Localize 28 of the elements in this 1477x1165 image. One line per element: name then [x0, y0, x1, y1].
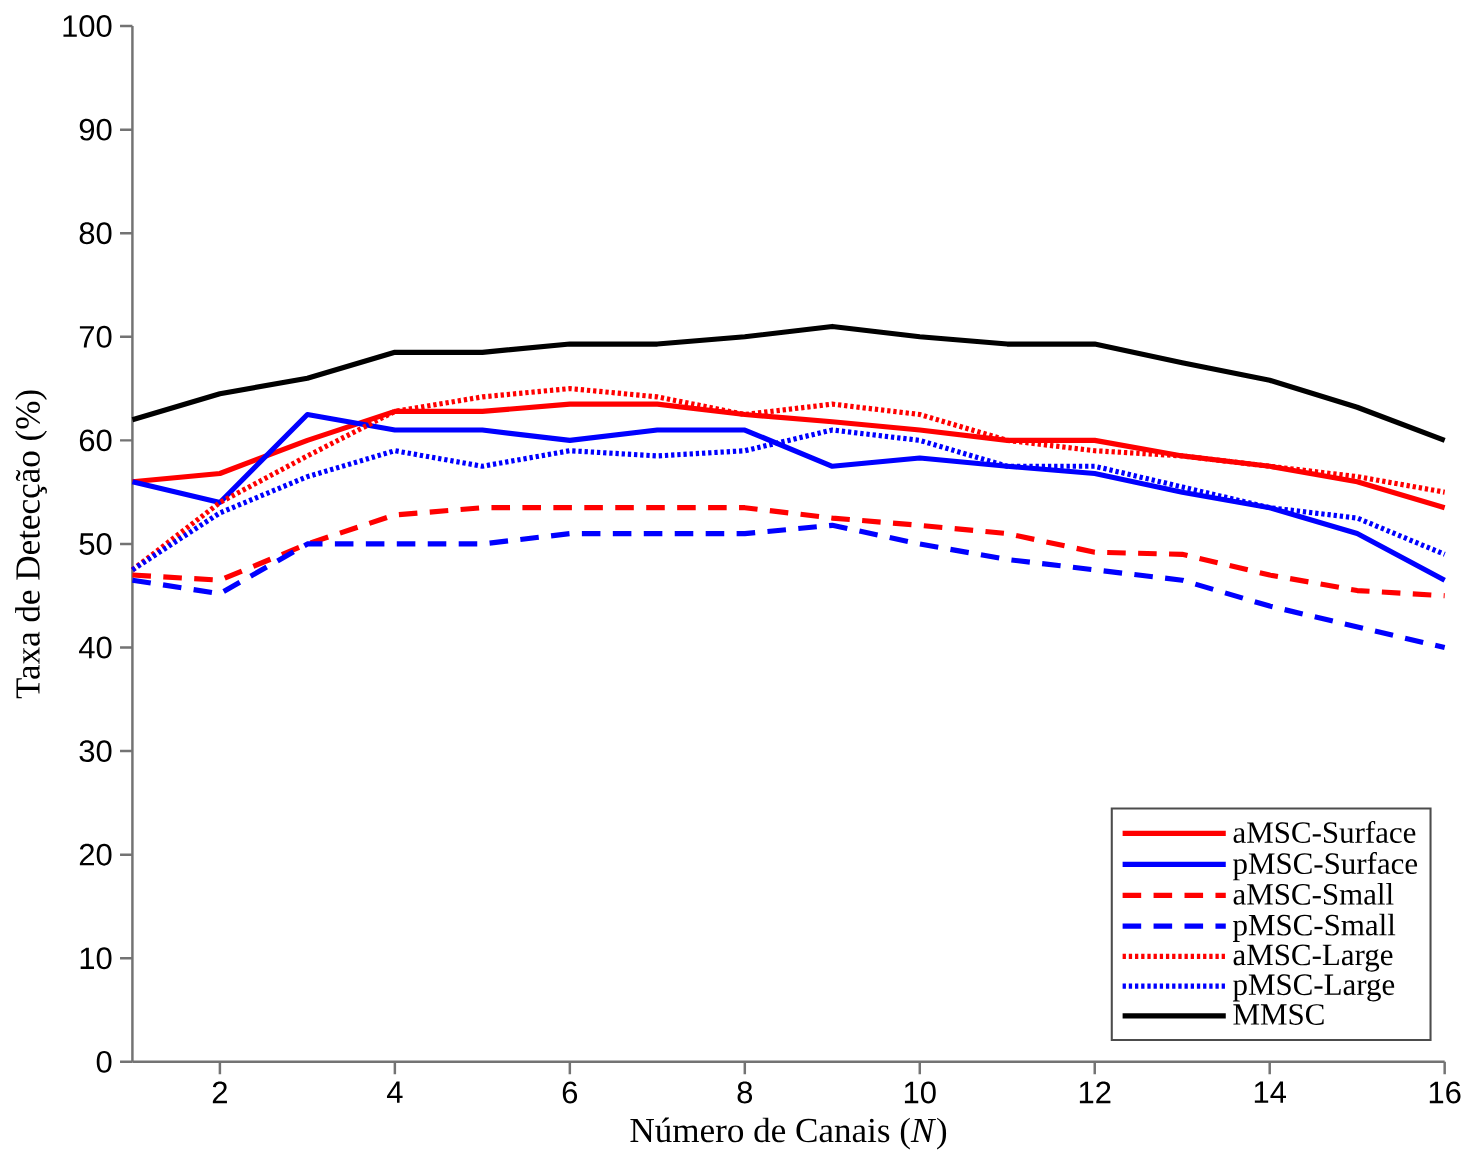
y-tick-label: 20 [79, 843, 112, 866]
x-tick-label: 4 [386, 1081, 403, 1104]
y-tick-label: 80 [79, 222, 112, 245]
legend-label: pMSC-Surface [1232, 852, 1418, 881]
x-tick-label: 2 [212, 1081, 227, 1104]
x-axis-title: Número de Canais (N) [630, 1117, 947, 1150]
x-tick-label: 16 [1429, 1081, 1461, 1104]
legend-label: pMSC-Small [1232, 914, 1396, 943]
x-tick-label: 8 [737, 1081, 753, 1104]
y-tick-label: 10 [80, 947, 112, 970]
y-tick-label: 70 [79, 326, 112, 348]
x-tick-label: 14 [1254, 1081, 1287, 1104]
x-tick-label: 10 [904, 1081, 936, 1104]
y-tick-label: 0 [96, 1051, 112, 1073]
x-tick-label: 12 [1079, 1081, 1111, 1104]
legend-label: aMSC-Small [1233, 883, 1394, 906]
legend-label: aMSC-Surface [1233, 821, 1416, 844]
y-tick-label: 100 [63, 15, 112, 38]
y-tick-label: 30 [79, 740, 112, 763]
x-tick-label: 6 [562, 1081, 578, 1104]
y-tick-label: 90 [79, 118, 112, 141]
y-tick-label: 50 [79, 533, 112, 556]
legend-label: aMSC-Large [1233, 944, 1393, 972]
y-tick-label: 40 [79, 636, 112, 659]
legend-label: pMSC-Large [1232, 974, 1395, 1002]
y-axis-title: Taxa de Detecção (%) [15, 390, 47, 699]
legend-label: MMSC [1233, 1004, 1324, 1026]
y-tick-label: 60 [79, 429, 112, 452]
